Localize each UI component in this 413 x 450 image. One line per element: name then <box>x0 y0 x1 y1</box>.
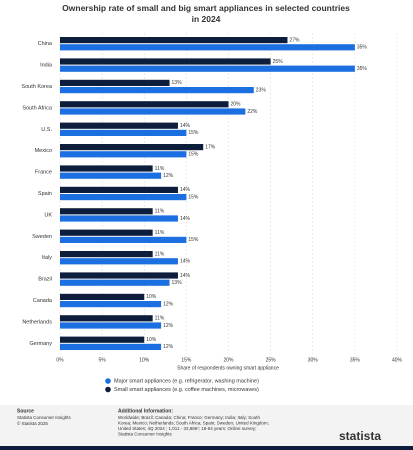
info-title: Additional Information: <box>118 408 173 414</box>
bar <box>60 129 187 136</box>
bar <box>60 322 162 329</box>
x-axis-label: Share of respondents owning smart applia… <box>177 365 279 371</box>
bar <box>60 229 153 236</box>
y-tick-label: India <box>40 63 53 69</box>
source-line: Statista Consumer Insights <box>17 415 72 420</box>
y-tick-label: Brazil <box>38 277 52 283</box>
y-tick-label: Sweden <box>32 234 52 240</box>
bar <box>60 293 145 300</box>
value-label: 15% <box>188 194 199 200</box>
y-tick-label: South Africa <box>22 105 53 111</box>
value-label: 10% <box>146 337 157 343</box>
value-label: 22% <box>247 109 258 115</box>
bar <box>60 79 170 86</box>
x-tick-label: 40% <box>392 357 403 363</box>
y-tick-label: Spain <box>38 191 52 197</box>
footer-background <box>0 405 413 450</box>
bar <box>60 343 162 350</box>
legend-marker <box>105 378 111 384</box>
bar <box>60 315 153 322</box>
bar <box>60 208 153 215</box>
value-label: 11% <box>155 166 165 172</box>
y-tick-label: Mexico <box>35 148 52 154</box>
info-text: Worldwide; Brazil; Canada; China; France… <box>118 415 269 437</box>
bar <box>60 144 204 151</box>
bar <box>60 251 153 258</box>
value-label: 12% <box>163 323 174 329</box>
value-label: 10% <box>146 294 157 300</box>
footer-bar <box>0 446 413 450</box>
value-label: 20% <box>231 102 242 108</box>
x-tick-label: 35% <box>350 357 361 363</box>
x-tick-label: 5% <box>99 357 107 363</box>
bar <box>60 215 178 222</box>
y-tick-label: Italy <box>42 255 52 261</box>
legend-marker <box>105 386 111 393</box>
x-tick-label: 15% <box>181 357 192 363</box>
value-label: 12% <box>163 344 174 350</box>
bar <box>60 101 229 108</box>
value-label: 11% <box>155 251 165 257</box>
value-label: 35% <box>357 45 368 51</box>
value-label: 25% <box>273 59 284 65</box>
value-label: 13% <box>172 280 183 286</box>
value-label: 14% <box>180 273 191 279</box>
value-label: 11% <box>155 316 165 322</box>
x-tick-label: 25% <box>266 357 277 363</box>
y-tick-label: China <box>38 41 53 47</box>
bar <box>60 65 355 72</box>
y-tick-label: Germany <box>29 341 52 347</box>
bar <box>60 165 153 172</box>
value-label: 35% <box>357 66 368 72</box>
value-label: 12% <box>163 173 174 179</box>
legend-label: Small smart appliances (e.g. coffee mach… <box>114 387 259 393</box>
bar <box>60 172 162 179</box>
value-label: 14% <box>180 187 191 193</box>
value-label: 14% <box>180 259 191 265</box>
bar <box>60 186 178 193</box>
bar <box>60 258 178 265</box>
value-label: 14% <box>180 216 191 222</box>
value-label: 15% <box>188 237 199 243</box>
value-label: 11% <box>155 230 165 236</box>
bar <box>60 236 187 243</box>
bar <box>60 58 271 65</box>
value-label: 14% <box>180 123 191 129</box>
y-tick-label: France <box>35 170 52 176</box>
bar <box>60 44 355 51</box>
value-label: 15% <box>188 130 199 136</box>
y-tick-label: South Korea <box>21 84 53 90</box>
y-tick-label: UK <box>44 212 52 218</box>
y-tick-label: Netherlands <box>22 319 52 325</box>
bar <box>60 336 145 343</box>
logo: statista <box>339 429 381 443</box>
value-label: 11% <box>155 209 165 215</box>
bar <box>60 151 187 158</box>
x-tick-label: 10% <box>139 357 150 363</box>
bar <box>60 37 288 44</box>
x-tick-label: 30% <box>308 357 319 363</box>
bar <box>60 108 246 115</box>
bar <box>60 301 162 308</box>
bar <box>60 279 170 286</box>
value-label: 13% <box>172 80 183 86</box>
bar <box>60 87 254 94</box>
value-label: 23% <box>256 87 267 93</box>
legend-label: Major smart appliances (e.g. refrigerato… <box>114 378 259 384</box>
x-tick-label: 0% <box>56 357 64 363</box>
bar <box>60 122 178 129</box>
chart-title: Ownership rate of small and big smart ap… <box>62 3 350 24</box>
source-line: © Statista 2025 <box>17 420 48 426</box>
bar <box>60 194 187 201</box>
y-tick-label: U.S. <box>41 127 52 133</box>
bar <box>60 272 178 279</box>
value-label: 27% <box>289 37 300 43</box>
y-tick-label: Canada <box>33 298 53 304</box>
source-title: Source <box>17 408 34 414</box>
value-label: 17% <box>205 144 216 150</box>
x-tick-label: 20% <box>223 357 234 363</box>
value-label: 12% <box>163 301 174 307</box>
value-label: 15% <box>188 152 199 158</box>
